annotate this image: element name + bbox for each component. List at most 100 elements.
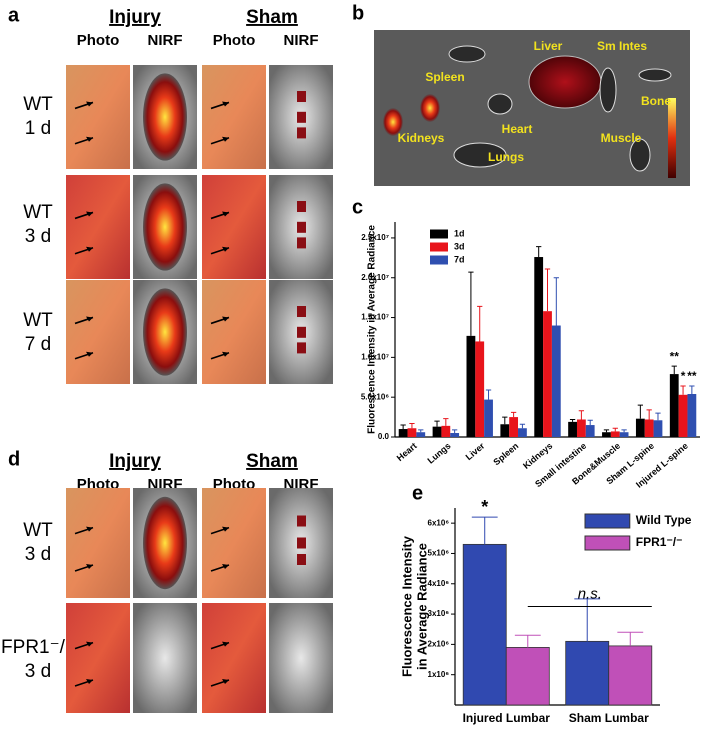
legend-label: 7d: [454, 254, 465, 264]
error-bar: [574, 598, 601, 642]
y-tick-label: 1.0x10⁷: [361, 352, 389, 361]
panel-label: e: [412, 482, 423, 504]
arrow-head: [222, 351, 229, 357]
photo-image: [202, 65, 266, 169]
arrow-head: [222, 316, 229, 322]
bar: [551, 325, 561, 437]
arrow-head: [86, 564, 93, 569]
photo-image: [66, 175, 130, 279]
column-header: NIRF: [284, 32, 319, 49]
bar: [518, 428, 527, 437]
bar: [505, 647, 550, 706]
y-tick-label: 2x10⁶: [428, 639, 450, 648]
legend-swatch: [430, 242, 448, 252]
error-bar: [502, 416, 508, 425]
y-tick-label: 5.0x10⁶: [361, 392, 389, 401]
nirf-image: [133, 603, 197, 713]
error-bar: [434, 420, 440, 427]
row-label: WT: [23, 310, 53, 331]
header: Injury: [109, 7, 161, 28]
row-label: WT: [23, 520, 53, 541]
bar: [416, 432, 426, 437]
y-axis-label: Fluorescence Intensity in Average Radian…: [367, 225, 378, 434]
arrow-head: [86, 641, 93, 647]
photo-image: [202, 488, 266, 598]
annotation: n.s.: [578, 585, 602, 602]
error-bar: [409, 422, 415, 429]
signal: [297, 515, 306, 527]
bar: [484, 399, 493, 437]
error-bar: [418, 429, 424, 433]
kidney-image: [383, 108, 403, 136]
error-bar: [617, 631, 644, 646]
bar: [407, 428, 417, 437]
error-bar: [471, 516, 498, 545]
legend-label: 1d: [454, 228, 465, 238]
y-tick-label: 1x10⁶: [428, 670, 450, 679]
bar: [585, 425, 595, 437]
error-bar: [587, 419, 593, 426]
organ-label: Muscle: [601, 131, 642, 145]
y-tick-label: 2.5x10⁷: [361, 233, 389, 242]
row-label: 1 d: [25, 118, 51, 139]
error-bar: [485, 389, 492, 400]
signal: [297, 111, 306, 123]
bar: [500, 424, 510, 437]
header: Injury: [109, 451, 161, 472]
error-bar: [637, 404, 643, 419]
bar: [576, 419, 586, 437]
arrow-head: [86, 316, 93, 322]
error-bar: [553, 277, 559, 326]
signal: [297, 306, 306, 317]
error-bar: [452, 429, 458, 434]
row-label: WT: [23, 202, 53, 223]
signal: [297, 221, 306, 233]
liver-image: [528, 55, 602, 109]
organ-label: Spleen: [425, 70, 464, 84]
error-bar: [544, 268, 551, 312]
bar: [509, 417, 519, 437]
arrow-head: [222, 641, 229, 647]
panel-label: b: [352, 2, 364, 24]
bar: [432, 426, 442, 437]
x-tick-label: Liver: [464, 440, 487, 462]
organ-label: Sm Intes: [597, 39, 647, 53]
error-bar: [519, 423, 526, 429]
error-bar: [468, 271, 474, 336]
organ-image: [453, 142, 507, 168]
bar: [619, 432, 629, 437]
y-tick-label: 1.5x10⁷: [361, 313, 389, 322]
x-tick-label: Sham Lumbar: [569, 711, 649, 725]
error-bar: [612, 427, 618, 432]
bar: [610, 431, 620, 437]
arrow-head: [86, 101, 93, 107]
photo-image: [202, 280, 266, 384]
organ-image: [638, 68, 672, 82]
bar: [534, 257, 544, 437]
color-scale: [668, 98, 676, 178]
arrow-head: [86, 246, 93, 252]
signal: [297, 342, 306, 354]
bar: [475, 341, 485, 437]
panel-label: a: [8, 4, 20, 26]
arrow-head: [222, 564, 229, 569]
y-axis-label: Fluorescence Intensity: [399, 535, 414, 677]
error-bar: [510, 411, 517, 418]
signal: [143, 288, 187, 376]
y-tick-label: 6x10⁶: [428, 518, 450, 527]
photo-image: [202, 603, 266, 713]
error-bar: [443, 418, 449, 426]
arrow-head: [86, 136, 93, 142]
organ-label: Heart: [502, 122, 533, 136]
organ-label: Bone: [641, 94, 671, 108]
signal: [143, 496, 187, 590]
legend-label: Wild Type: [636, 513, 692, 527]
bar: [565, 640, 610, 706]
arrow-head: [86, 526, 93, 532]
annotation: **: [687, 369, 697, 383]
error-bar: [569, 418, 576, 422]
bar: [543, 311, 552, 437]
error-bar: [603, 429, 610, 433]
photo-image: [66, 65, 130, 169]
kidney-image: [420, 94, 440, 122]
